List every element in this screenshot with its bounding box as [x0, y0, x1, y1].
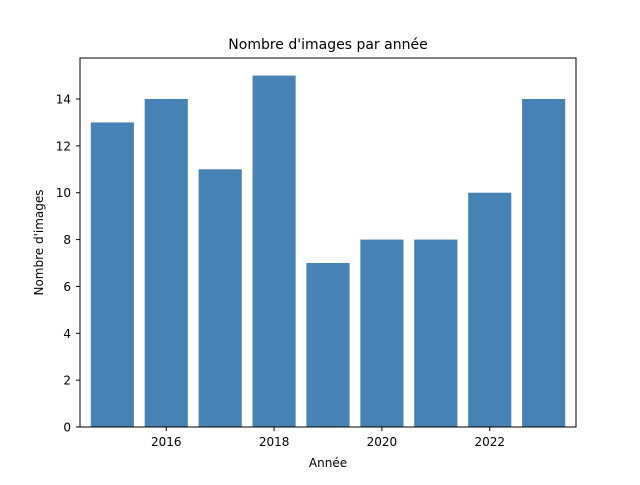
x-tick-label: 2022 — [474, 435, 505, 449]
x-tick-label: 2020 — [367, 435, 398, 449]
y-tick-label: 10 — [56, 186, 71, 200]
y-tick-label: 2 — [63, 374, 71, 388]
y-tick-label: 0 — [63, 421, 71, 435]
x-tick-label: 2018 — [259, 435, 290, 449]
bar-2015 — [90, 122, 134, 428]
bar-2023 — [522, 99, 566, 427]
bars-group — [90, 75, 566, 428]
y-tick-label: 14 — [56, 93, 71, 107]
bar-2020 — [360, 239, 404, 427]
bar-2022 — [468, 192, 512, 427]
y-axis-ticks: 0 2 4 6 8 10 12 14 — [56, 93, 80, 435]
y-tick-label: 12 — [56, 139, 71, 153]
x-axis-label: Année — [309, 456, 347, 470]
plot-frame — [79, 57, 577, 428]
y-axis-label: Nombre d'images — [32, 189, 46, 295]
y-tick-label: 8 — [63, 233, 71, 247]
y-tick-label: 4 — [63, 327, 71, 341]
bar-2016 — [144, 99, 188, 427]
bar-2017 — [198, 169, 242, 428]
bar-2019 — [306, 263, 350, 427]
x-axis-ticks: 2016 2018 2020 2022 — [151, 427, 505, 449]
bar-2018 — [252, 75, 296, 427]
x-tick-label: 2016 — [151, 435, 182, 449]
chart-title: Nombre d'images par année — [228, 37, 427, 53]
y-tick-label: 6 — [63, 280, 71, 294]
bar-2021 — [414, 239, 458, 427]
